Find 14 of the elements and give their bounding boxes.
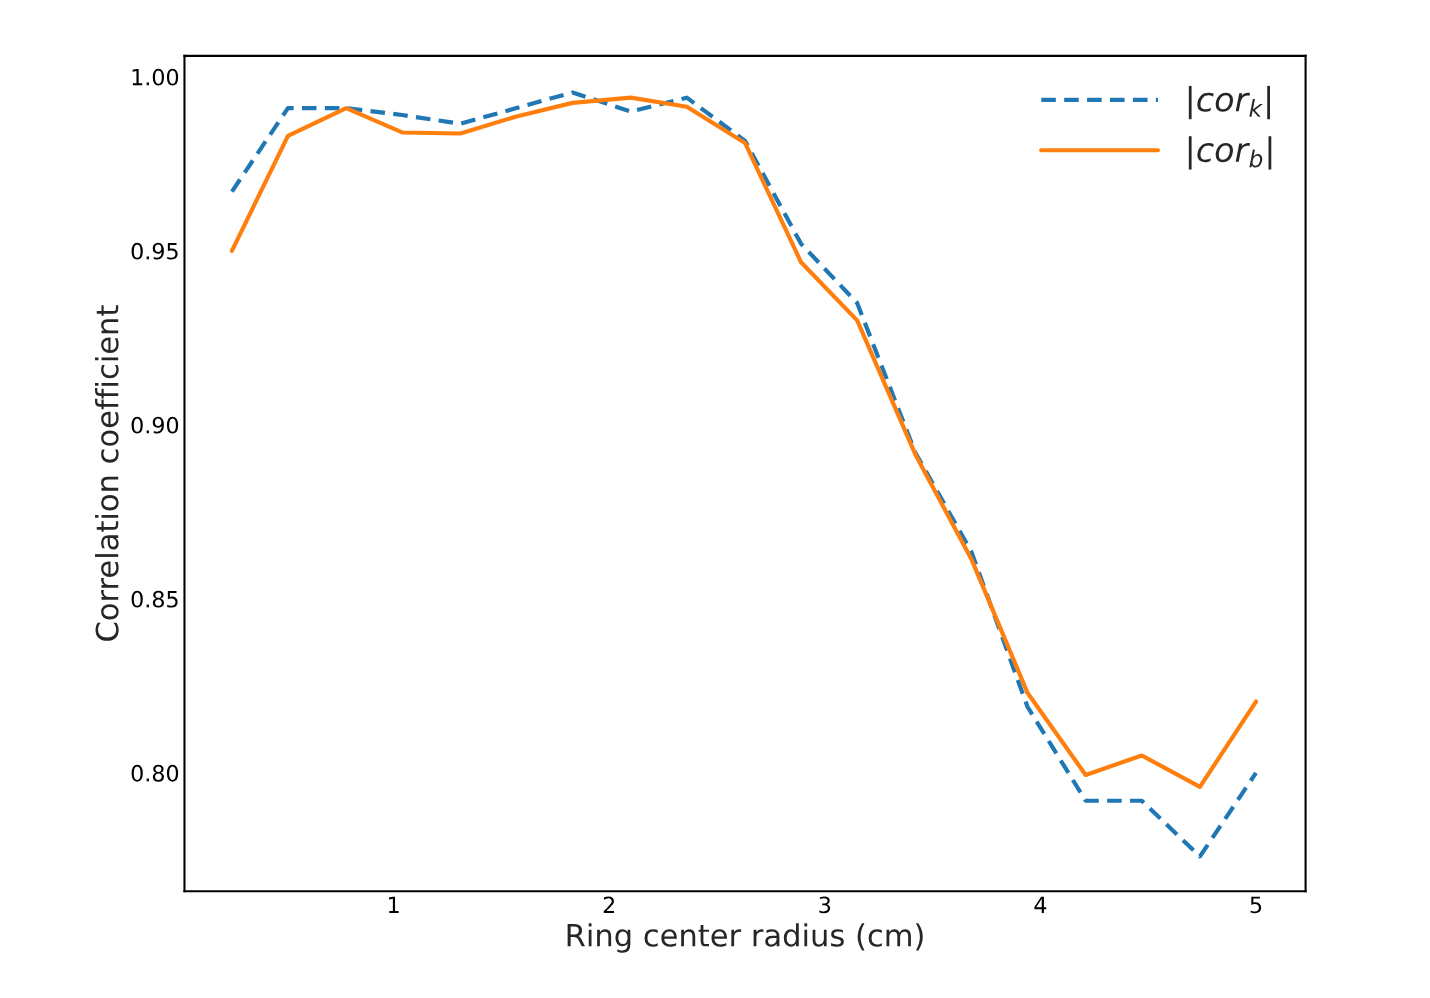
legend-label: |cor$_{b}$| — [1188, 136, 1272, 170]
y-tick-label: 0.90 — [131, 416, 179, 434]
x-tick-label: 5 — [1250, 896, 1262, 914]
legend-label: |cor$_{k}$| — [1188, 85, 1270, 120]
x-tick-label: 2 — [603, 896, 615, 913]
y-tick-label: 0.95 — [131, 242, 178, 260]
y-tick-label: 0.80 — [131, 764, 179, 782]
y-tick-label: 1.00 — [132, 68, 179, 86]
y-axis-title: Correlation coefficient — [95, 305, 119, 641]
y-tick-label: 0.85 — [131, 590, 178, 608]
x-tick-label: 4 — [1034, 896, 1047, 913]
x-axis-title: Ring center radius (cm) — [567, 923, 923, 953]
x-tick-label: 1 — [388, 896, 399, 913]
x-tick-label: 3 — [819, 896, 831, 914]
